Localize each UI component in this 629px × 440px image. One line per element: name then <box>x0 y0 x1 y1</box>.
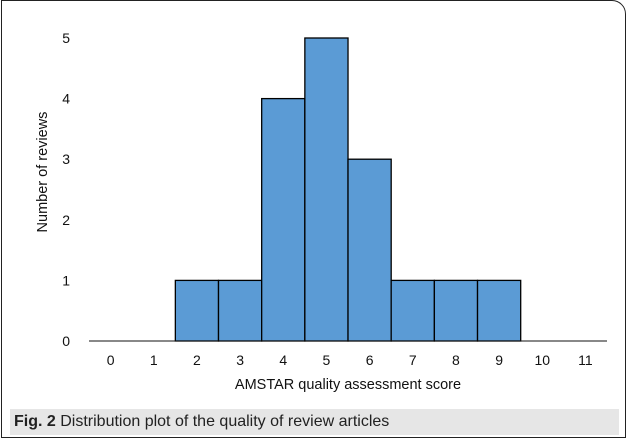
bar-2 <box>174 279 220 342</box>
x-tick-label: 10 <box>535 352 551 368</box>
x-tick-label: 6 <box>366 352 374 368</box>
x-tick-label: 4 <box>279 352 287 368</box>
x-tick-label: 3 <box>236 352 244 368</box>
figure-caption-label: Fig. 2 <box>14 413 56 430</box>
x-tick-label: 8 <box>452 352 460 368</box>
bar-7 <box>390 279 436 342</box>
bar-3 <box>217 279 263 342</box>
y-tick-label: 1 <box>62 272 70 288</box>
x-tick-label: 5 <box>323 352 331 368</box>
bar-5 <box>304 37 349 342</box>
bar-9 <box>476 279 522 342</box>
y-axis-title: Number of reviews <box>35 112 51 233</box>
bar-4 <box>261 97 306 342</box>
x-tick-label: 7 <box>409 352 417 368</box>
x-tick-label: 9 <box>495 352 503 368</box>
x-tick-label: 11 <box>578 352 593 368</box>
x-axis-title: AMSTAR quality assessment score <box>235 377 461 393</box>
figure-caption: Fig. 2 Distribution plot of the quality … <box>10 409 619 435</box>
x-tick-label: 2 <box>193 352 201 368</box>
figure-caption-text: Distribution plot of the quality of revi… <box>55 413 390 430</box>
y-tick-label: 4 <box>62 91 70 107</box>
y-tick-label: 2 <box>62 212 70 228</box>
y-tick-label: 3 <box>62 151 70 167</box>
x-tick-label: 0 <box>107 352 115 368</box>
bar-8 <box>433 279 479 342</box>
y-tick-label: 0 <box>62 333 70 349</box>
y-tick-label: 5 <box>62 30 70 46</box>
x-tick-label: 1 <box>150 352 158 368</box>
bar-6 <box>347 158 392 342</box>
